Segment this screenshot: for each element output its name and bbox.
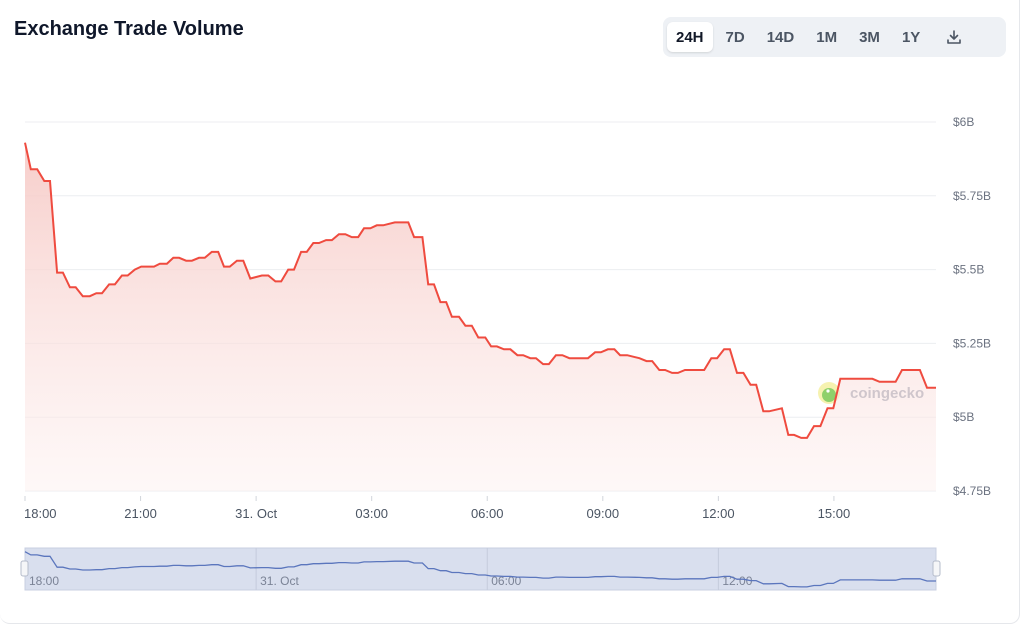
x-tick-label: 03:00 <box>355 506 388 521</box>
volume-line <box>24 142 936 439</box>
y-tick-label: $6B <box>953 115 974 129</box>
time-range-selector: 24H 7D 14D 1M 3M 1Y <box>663 17 1006 57</box>
y-tick-label: $5.5B <box>953 263 984 277</box>
navigator[interactable]: 18:00 31. Oct 06:00 12:00 <box>20 547 941 591</box>
y-tick-label: $5B <box>953 410 974 424</box>
y-tick-label: $5.25B <box>953 336 991 350</box>
range-1y-button[interactable]: 1Y <box>901 28 921 46</box>
x-tick-label: 12:00 <box>702 506 735 521</box>
navigator-tick-label: 18:00 <box>29 574 59 588</box>
navigator-left-handle[interactable] <box>20 560 29 577</box>
x-tick-label: 15:00 <box>818 506 851 521</box>
volume-area <box>25 142 936 491</box>
x-tick-label: 18:00 <box>24 506 57 521</box>
x-tick-label: 06:00 <box>471 506 504 521</box>
range-7d-button[interactable]: 7D <box>725 28 745 46</box>
chart-title: Exchange Trade Volume <box>14 18 244 40</box>
navigator-line <box>24 551 936 588</box>
navigator-tick-label: 06:00 <box>491 574 521 588</box>
range-3m-button[interactable]: 3M <box>859 28 880 46</box>
range-1m-button[interactable]: 1M <box>816 28 838 46</box>
navigator-tick-label: 31. Oct <box>260 574 299 588</box>
range-14d-button[interactable]: 14D <box>766 28 795 46</box>
x-tick-label: 21:00 <box>124 506 157 521</box>
navigator-tick-label: 12:00 <box>722 574 752 588</box>
navigator-right-handle[interactable] <box>932 560 941 577</box>
x-tick-label: 09:00 <box>587 506 620 521</box>
range-24h-button[interactable]: 24H <box>667 22 713 52</box>
y-tick-label: $5.75B <box>953 189 991 203</box>
navigator-selection[interactable] <box>24 547 937 591</box>
y-tick-label: $4.75B <box>953 484 991 498</box>
x-tick-label: 31. Oct <box>235 506 277 521</box>
download-icon[interactable] <box>941 22 967 52</box>
